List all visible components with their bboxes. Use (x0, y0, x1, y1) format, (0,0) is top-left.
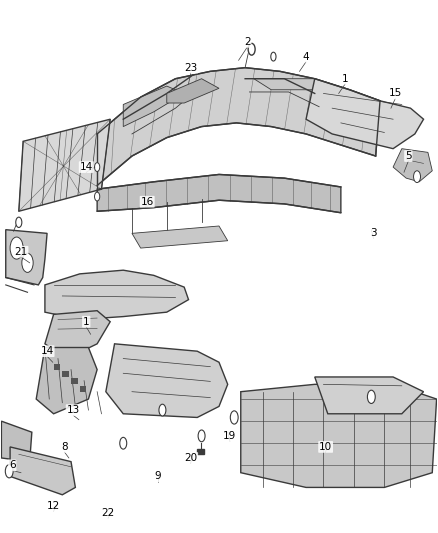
Polygon shape (1, 421, 32, 462)
Circle shape (16, 217, 22, 228)
Text: 4: 4 (303, 52, 309, 62)
Text: 14: 14 (40, 346, 54, 356)
Text: 1: 1 (342, 74, 349, 84)
Circle shape (413, 171, 420, 182)
Polygon shape (254, 79, 332, 90)
Polygon shape (10, 447, 75, 495)
Text: 23: 23 (184, 63, 198, 72)
Circle shape (22, 253, 33, 272)
Text: 9: 9 (155, 471, 161, 481)
Circle shape (95, 163, 100, 172)
Bar (71, 378, 78, 384)
Circle shape (271, 52, 276, 61)
Circle shape (248, 43, 255, 55)
Polygon shape (132, 226, 228, 248)
Text: 14: 14 (80, 162, 93, 172)
Text: 3: 3 (370, 228, 377, 238)
Text: 8: 8 (61, 442, 68, 452)
Text: 22: 22 (101, 508, 115, 518)
Polygon shape (306, 79, 424, 149)
Circle shape (159, 404, 166, 416)
Bar (80, 386, 86, 392)
Circle shape (198, 430, 205, 442)
Polygon shape (106, 344, 228, 417)
Circle shape (5, 465, 13, 478)
Bar (197, 449, 204, 454)
Polygon shape (97, 174, 341, 213)
Circle shape (95, 192, 100, 201)
Polygon shape (36, 348, 97, 414)
Polygon shape (167, 79, 219, 103)
Text: 20: 20 (184, 453, 197, 463)
Polygon shape (315, 377, 424, 414)
Polygon shape (123, 86, 184, 126)
Text: 16: 16 (141, 197, 154, 207)
Text: 2: 2 (244, 37, 251, 47)
Text: 5: 5 (405, 151, 412, 161)
Polygon shape (97, 68, 380, 185)
Text: 12: 12 (47, 501, 60, 511)
Text: 15: 15 (389, 88, 402, 99)
Text: 6: 6 (9, 461, 16, 470)
Text: 19: 19 (223, 431, 237, 441)
Polygon shape (45, 270, 188, 319)
Text: 1: 1 (83, 317, 89, 327)
Circle shape (367, 390, 375, 403)
Polygon shape (45, 311, 110, 359)
Text: 10: 10 (319, 442, 332, 452)
Circle shape (230, 411, 238, 424)
Text: 21: 21 (14, 247, 28, 257)
Polygon shape (393, 149, 432, 182)
Bar (53, 364, 60, 369)
Polygon shape (6, 230, 47, 285)
Circle shape (120, 438, 127, 449)
Text: 13: 13 (67, 405, 80, 415)
Bar (62, 371, 69, 377)
Polygon shape (241, 384, 437, 487)
Polygon shape (19, 119, 110, 211)
Circle shape (10, 237, 23, 259)
